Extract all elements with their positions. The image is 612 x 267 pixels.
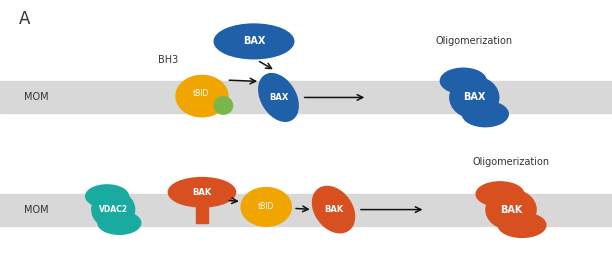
Ellipse shape — [450, 77, 499, 118]
Text: tBID: tBID — [193, 89, 209, 98]
Ellipse shape — [86, 185, 129, 208]
Text: Oligomerization: Oligomerization — [436, 36, 513, 46]
Text: BAX: BAX — [269, 93, 288, 102]
Ellipse shape — [176, 75, 228, 117]
Ellipse shape — [313, 186, 354, 233]
Text: BAK: BAK — [500, 205, 522, 215]
Ellipse shape — [259, 74, 298, 121]
Bar — [196, 204, 208, 223]
Bar — [0, 81, 612, 113]
Ellipse shape — [441, 68, 486, 93]
Text: BAX: BAX — [463, 92, 485, 103]
Text: VDAC2: VDAC2 — [99, 205, 128, 214]
Text: MOM: MOM — [24, 205, 49, 215]
Ellipse shape — [98, 211, 141, 234]
Circle shape — [168, 178, 236, 207]
Text: Oligomerization: Oligomerization — [472, 156, 550, 167]
Text: A: A — [19, 10, 30, 28]
Ellipse shape — [476, 182, 524, 206]
Ellipse shape — [498, 213, 546, 237]
Ellipse shape — [241, 187, 291, 226]
Circle shape — [214, 24, 294, 59]
Text: BAK: BAK — [324, 205, 343, 214]
Ellipse shape — [486, 190, 536, 230]
Bar — [0, 194, 612, 226]
Text: BH3: BH3 — [158, 55, 179, 65]
Ellipse shape — [463, 101, 509, 127]
Text: BAK: BAK — [192, 188, 212, 197]
Text: BAX: BAX — [243, 36, 265, 46]
Text: MOM: MOM — [24, 92, 49, 103]
Ellipse shape — [92, 191, 135, 228]
Ellipse shape — [214, 97, 233, 114]
Text: tBID: tBID — [258, 202, 274, 211]
